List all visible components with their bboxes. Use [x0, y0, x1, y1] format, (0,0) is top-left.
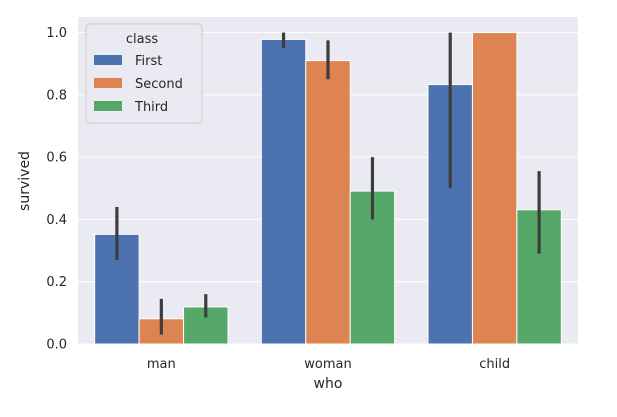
- error-bars-group: [115, 32, 541, 335]
- legend-swatch-first: [94, 55, 122, 65]
- legend-box: [85, 23, 203, 124]
- x-tick-label-child: child: [479, 357, 510, 372]
- bar-woman-first: [260, 38, 307, 345]
- legend-label-second: Second: [135, 77, 183, 92]
- y-tick-label: 0.6: [46, 151, 67, 166]
- legend-title: class: [126, 32, 158, 47]
- x-tick-label-woman: woman: [304, 357, 351, 372]
- legend-items: First Second Third: [94, 54, 183, 115]
- x-tick-labels: man woman child: [147, 357, 510, 372]
- y-tick-label: 0.2: [46, 275, 67, 290]
- y-tick-label: 0.0: [46, 338, 67, 353]
- legend: class First Second Third: [85, 23, 203, 124]
- x-tick-label-man: man: [147, 357, 176, 372]
- y-tick-label: 1.0: [46, 26, 67, 41]
- legend-swatch-third: [94, 101, 122, 111]
- y-axis-label: survived: [17, 151, 33, 211]
- legend-label-first: First: [135, 54, 162, 69]
- y-tick-labels: 0.0 0.2 0.4 0.6 0.8 1.0: [46, 26, 67, 352]
- y-tick-label: 0.4: [46, 213, 67, 228]
- x-axis-label: who: [314, 376, 343, 392]
- bar-woman-second: [305, 60, 351, 345]
- legend-label-third: Third: [134, 100, 168, 115]
- bar-child-second: [471, 32, 518, 345]
- legend-swatch-second: [94, 78, 122, 88]
- y-tick-label: 0.8: [46, 88, 67, 103]
